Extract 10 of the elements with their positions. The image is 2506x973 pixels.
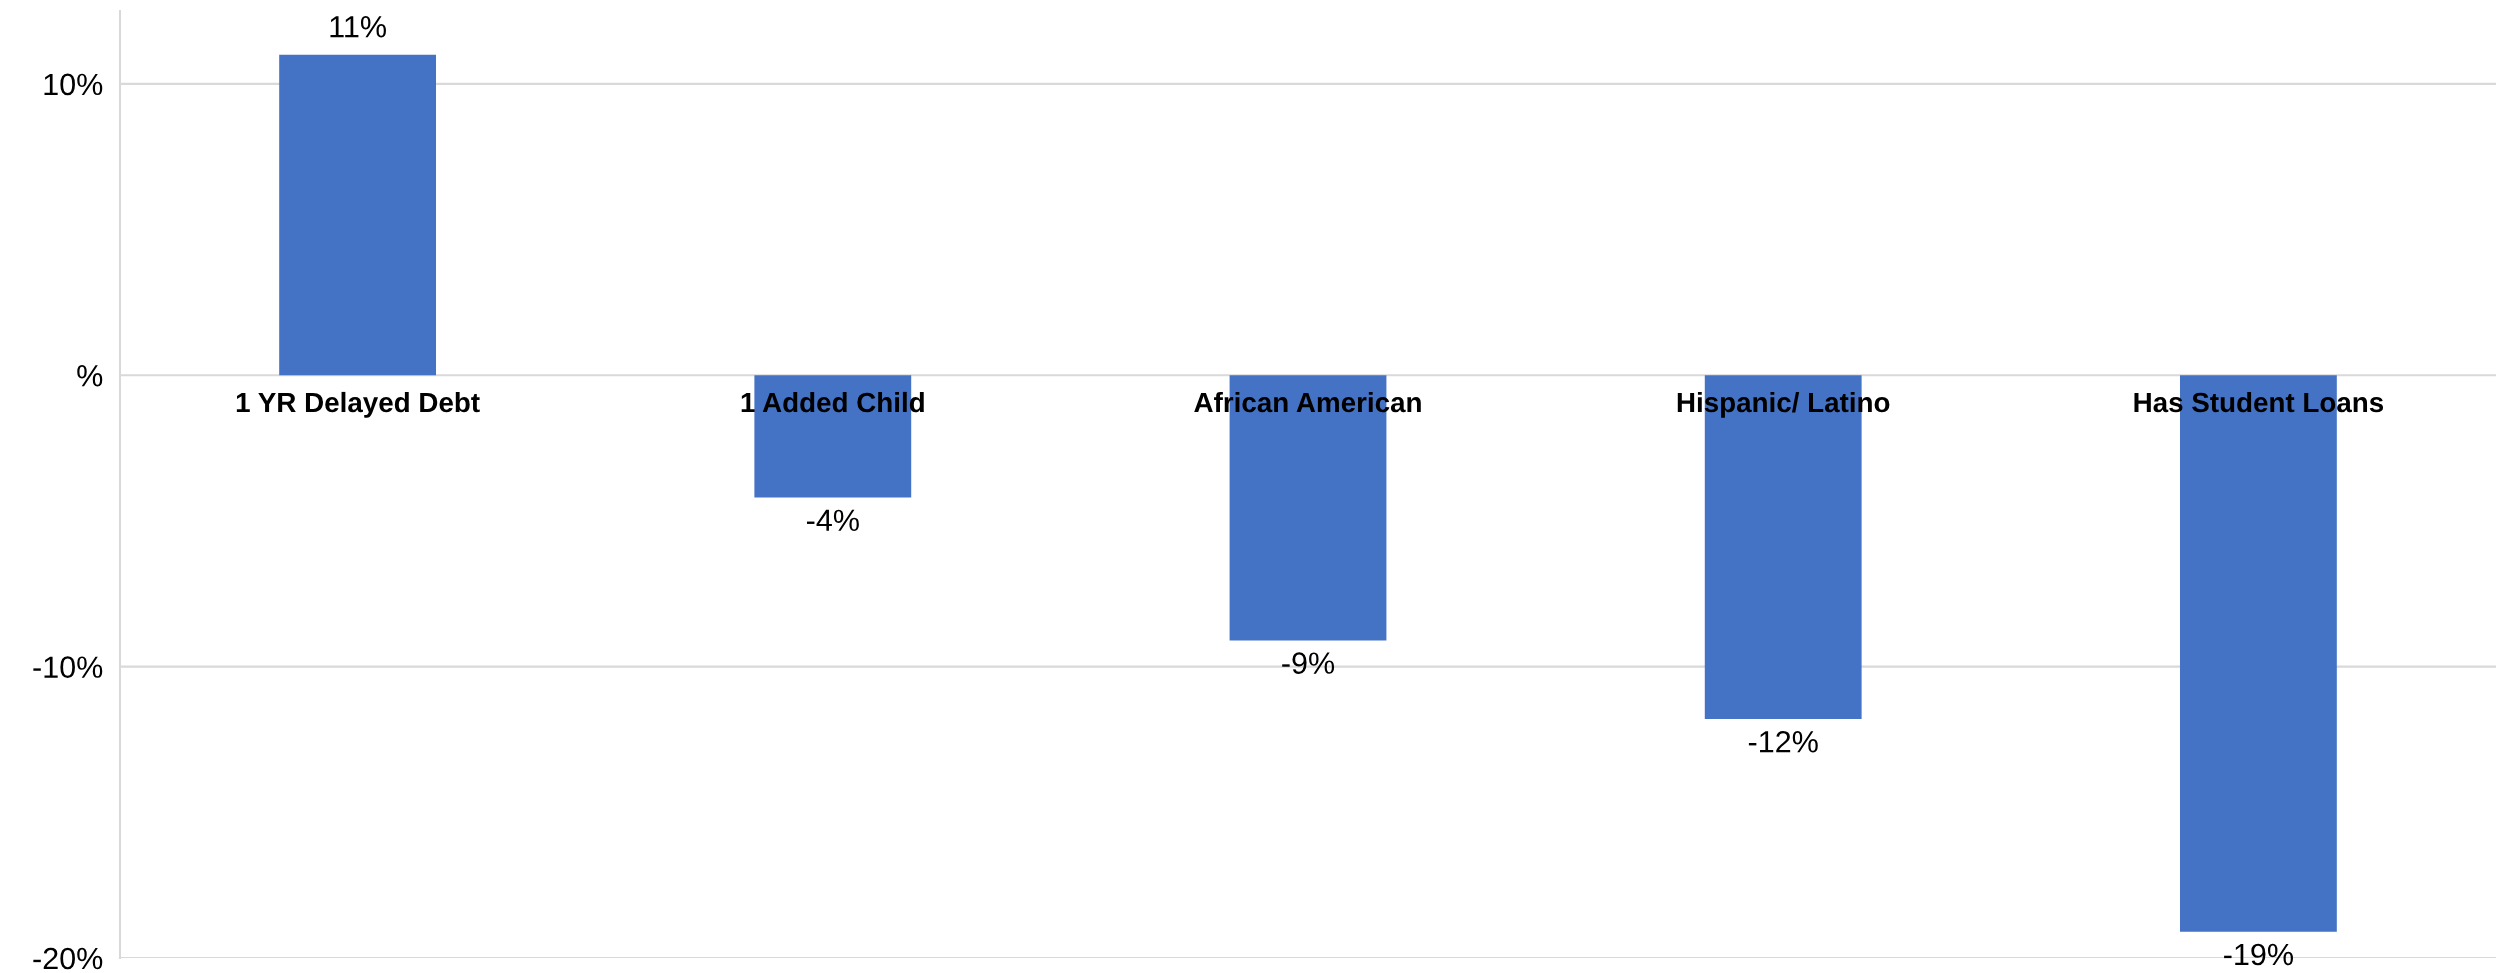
data-label: -12%	[1748, 730, 1818, 753]
data-label: -19%	[2224, 943, 2293, 966]
y-tick-label: -10%	[33, 656, 103, 678]
data-label: 11%	[330, 16, 386, 38]
data-label: -9%	[1282, 652, 1335, 674]
data-label: -4%	[806, 509, 859, 532]
y-tick-label: 10%	[44, 73, 103, 96]
x-tick-label: 1 YR Delayed Debt	[236, 391, 480, 418]
y-tick-label: -20%	[33, 947, 103, 970]
y-tick-label: %	[77, 365, 103, 387]
